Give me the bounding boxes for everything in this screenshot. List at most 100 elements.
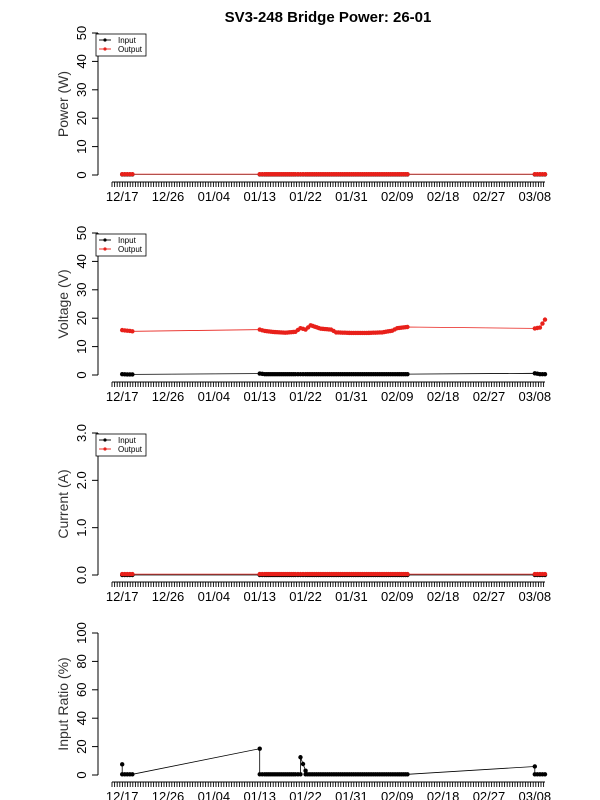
y-tick-label: 0.0 — [74, 566, 89, 584]
data-point — [540, 321, 545, 326]
x-tick-label: 02/27 — [473, 189, 506, 204]
legend-swatch-dot — [103, 438, 107, 442]
y-axis-label: Power (W) — [55, 71, 71, 137]
chart-panel-2: 0 10 20 30 40 50 Voltage (V) 12/17 12/26 01/04 01/… — [55, 226, 551, 404]
data-point — [542, 772, 548, 777]
legend-box — [95, 33, 147, 57]
x-minor-ticks — [111, 182, 545, 187]
x-tick-label: 02/09 — [381, 589, 414, 604]
data-point — [130, 571, 135, 577]
data-point — [119, 762, 125, 767]
y-tick-label: 0 — [74, 171, 89, 178]
series-line — [121, 748, 545, 775]
legend-swatch-dot — [103, 38, 107, 42]
legend-entry-input: Input — [118, 236, 137, 245]
series-output — [119, 571, 548, 577]
data-point — [537, 325, 543, 330]
data-point — [298, 772, 303, 777]
x-tick-label: 12/17 — [106, 189, 139, 204]
y-tick-label: 10 — [74, 139, 89, 153]
y-tick-label: 10 — [74, 339, 89, 353]
data-point — [130, 372, 135, 377]
x-tick-label: 02/09 — [381, 789, 414, 800]
x-tick-label: 02/18 — [427, 189, 460, 204]
series-input — [119, 371, 548, 377]
y-tick-label: 3.0 — [74, 424, 89, 442]
x-tick-label: 01/22 — [289, 789, 322, 800]
data-point — [542, 171, 548, 177]
data-point — [542, 371, 548, 377]
x-tick-label: 02/27 — [473, 389, 506, 404]
x-tick-label: 12/17 — [106, 589, 139, 604]
y-tick-label: 30 — [74, 283, 89, 297]
y-tick-label: 50 — [74, 26, 89, 40]
legend-entry-output: Output — [118, 445, 143, 454]
series-ratio — [119, 746, 548, 777]
legend-box — [95, 433, 147, 457]
legend-entry-input: Input — [118, 436, 137, 445]
y-tick-label: 20 — [74, 739, 89, 753]
y-tick-label: 100 — [74, 622, 89, 644]
legend-swatch-dot — [103, 447, 107, 451]
legend-entry-input: Input — [118, 36, 137, 45]
x-tick-label: 12/26 — [152, 789, 185, 800]
legend-swatch-dot — [103, 247, 107, 251]
y-tick-label: 20 — [74, 111, 89, 125]
x-tick-label: 01/31 — [335, 789, 368, 800]
data-point — [130, 772, 135, 777]
x-tick-label: 03/08 — [519, 789, 552, 800]
x-tick-label: 01/13 — [243, 189, 276, 204]
x-tick-label: 01/22 — [289, 389, 322, 404]
legend-entry-output: Output — [118, 245, 143, 254]
x-tick-label: 01/04 — [198, 589, 231, 604]
chart-panels: 0 10 20 30 40 50 Power (W) 12/17 12/26 01/04 01/13… — [55, 26, 551, 800]
x-tick-label: 01/31 — [335, 589, 368, 604]
data-point — [532, 764, 538, 769]
x-tick-label: 02/09 — [381, 189, 414, 204]
x-tick-label: 01/04 — [198, 189, 231, 204]
y-tick-label: 2.0 — [74, 471, 89, 489]
y-axis-label: Current (A) — [55, 469, 71, 538]
data-point — [130, 329, 135, 334]
data-point — [257, 746, 262, 751]
x-minor-ticks — [111, 382, 545, 387]
series-output — [119, 171, 548, 177]
x-tick-label: 12/17 — [106, 789, 139, 800]
x-minor-ticks — [111, 782, 545, 787]
legend-box — [95, 233, 147, 257]
data-point — [300, 761, 306, 767]
data-point — [405, 324, 410, 330]
data-point — [303, 768, 308, 773]
y-tick-label: 0 — [74, 771, 89, 778]
y-axis-label: Input Ratio (%) — [55, 657, 71, 750]
y-tick-label: 40 — [74, 711, 89, 725]
y-tick-label: 0 — [74, 371, 89, 378]
x-tick-label: 01/13 — [243, 789, 276, 800]
x-tick-label: 01/04 — [198, 389, 231, 404]
y-tick-label: 50 — [74, 226, 89, 240]
x-tick-label: 03/08 — [519, 189, 552, 204]
x-tick-label: 12/26 — [152, 589, 185, 604]
x-tick-label: 02/18 — [427, 589, 460, 604]
data-point — [542, 317, 548, 322]
data-point — [405, 171, 410, 177]
y-tick-label: 30 — [74, 83, 89, 97]
legend-entry-output: Output — [118, 45, 143, 54]
x-tick-label: 01/31 — [335, 189, 368, 204]
chart-panel-3: 0.0 1.0 2.0 3.0 Current (A) 12/17 12/26 01/04 01… — [55, 424, 551, 604]
legend-swatch-dot — [103, 47, 107, 51]
x-tick-label: 02/27 — [473, 589, 506, 604]
data-point — [542, 571, 548, 577]
x-tick-label: 03/08 — [519, 389, 552, 404]
y-tick-label: 1.0 — [74, 519, 89, 537]
series-output — [119, 317, 548, 336]
data-point — [298, 755, 303, 760]
y-tick-label: 40 — [74, 54, 89, 68]
y-axis-label: Voltage (V) — [55, 269, 71, 338]
chart-panel-1: 0 10 20 30 40 50 Power (W) 12/17 12/26 01/04 01/13… — [55, 26, 551, 204]
